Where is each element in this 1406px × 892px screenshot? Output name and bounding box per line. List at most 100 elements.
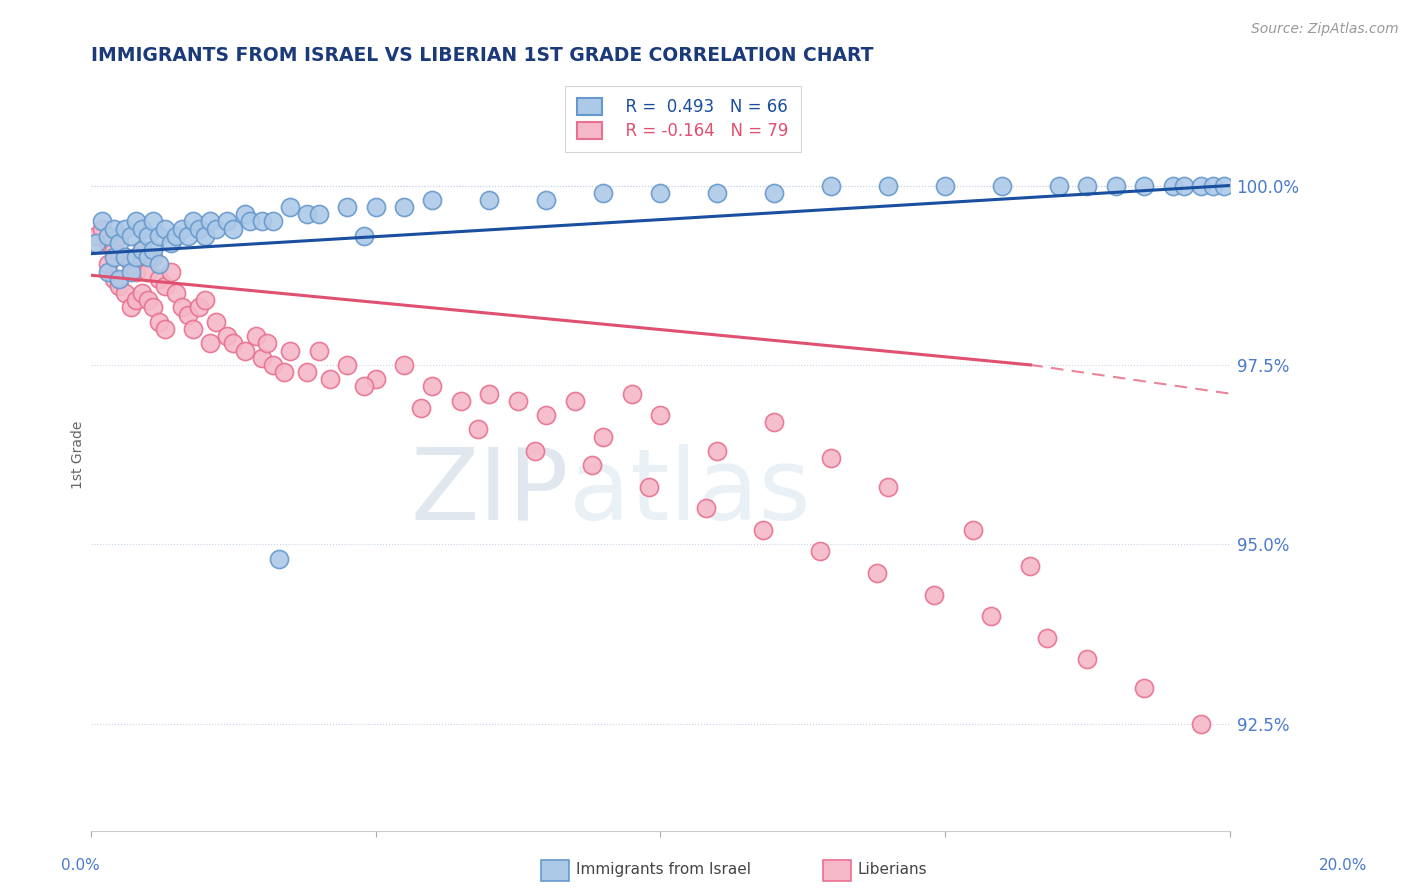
Text: IMMIGRANTS FROM ISRAEL VS LIBERIAN 1ST GRADE CORRELATION CHART: IMMIGRANTS FROM ISRAEL VS LIBERIAN 1ST G…	[91, 46, 873, 65]
Point	[1189, 178, 1212, 193]
Point	[808, 544, 831, 558]
Point	[637, 480, 659, 494]
Point	[392, 358, 415, 372]
Point	[364, 372, 387, 386]
Point	[131, 221, 153, 235]
Point	[217, 214, 239, 228]
Point	[205, 221, 228, 235]
Point	[1161, 178, 1184, 193]
Point	[153, 279, 176, 293]
Point	[336, 358, 359, 372]
Point	[650, 408, 672, 422]
Point	[278, 343, 301, 358]
Point	[262, 214, 284, 228]
Point	[176, 308, 198, 322]
Point	[319, 372, 342, 386]
Point	[695, 501, 717, 516]
Point	[136, 265, 159, 279]
Point	[136, 228, 159, 243]
Point	[1047, 178, 1070, 193]
Point	[233, 207, 256, 221]
Point	[409, 401, 432, 415]
Point	[256, 336, 278, 351]
Point	[392, 200, 415, 214]
Point	[170, 221, 193, 235]
Point	[250, 214, 273, 228]
Point	[278, 200, 301, 214]
Point	[188, 301, 211, 315]
Point	[1133, 681, 1156, 695]
Point	[564, 393, 586, 408]
Point	[422, 193, 444, 207]
Point	[536, 408, 558, 422]
Point	[148, 257, 170, 271]
Point	[142, 214, 165, 228]
Point	[751, 523, 773, 537]
Point	[86, 228, 108, 243]
Point	[142, 243, 165, 257]
Point	[877, 480, 900, 494]
Point	[108, 235, 131, 250]
Point	[592, 430, 614, 444]
Point	[877, 178, 900, 193]
Text: 0.0%: 0.0%	[60, 858, 100, 872]
Point	[934, 178, 956, 193]
Point	[103, 272, 125, 286]
Point	[336, 200, 359, 214]
Point	[295, 365, 318, 379]
Point	[991, 178, 1014, 193]
Point	[450, 393, 472, 408]
Text: ZIP: ZIP	[411, 443, 569, 541]
Point	[353, 228, 375, 243]
Point	[222, 221, 245, 235]
Point	[125, 214, 148, 228]
Point	[176, 228, 198, 243]
Legend:   R =  0.493   N = 66,   R = -0.164   N = 79: R = 0.493 N = 66, R = -0.164 N = 79	[565, 87, 800, 152]
Point	[159, 235, 181, 250]
Point	[114, 286, 136, 301]
Point	[706, 186, 728, 200]
Point	[108, 279, 131, 293]
Point	[250, 351, 273, 365]
Point	[267, 551, 290, 566]
Point	[536, 193, 558, 207]
Point	[364, 200, 387, 214]
Point	[97, 235, 120, 250]
Point	[165, 228, 187, 243]
Point	[962, 523, 984, 537]
Text: atlas: atlas	[569, 443, 811, 541]
Point	[148, 228, 170, 243]
Point	[979, 609, 1001, 624]
Point	[581, 458, 603, 473]
Point	[131, 243, 153, 257]
Point	[820, 178, 842, 193]
Point	[523, 444, 546, 458]
Point	[295, 207, 318, 221]
Point	[194, 293, 217, 308]
Point	[478, 193, 501, 207]
Point	[114, 221, 136, 235]
Point	[1019, 558, 1042, 573]
Point	[120, 265, 142, 279]
Point	[205, 315, 228, 329]
Point	[1133, 178, 1156, 193]
Point	[200, 336, 222, 351]
Point	[820, 451, 842, 466]
Point	[142, 250, 165, 264]
Point	[1105, 178, 1128, 193]
Point	[194, 228, 217, 243]
Point	[114, 250, 136, 264]
Point	[467, 422, 489, 436]
Point	[200, 214, 222, 228]
Point	[125, 293, 148, 308]
Point	[506, 393, 529, 408]
Text: Immigrants from Israel: Immigrants from Israel	[576, 863, 751, 877]
Point	[120, 257, 142, 271]
Point	[1213, 178, 1236, 193]
Point	[865, 566, 887, 580]
Text: Source: ZipAtlas.com: Source: ZipAtlas.com	[1251, 22, 1399, 37]
Point	[478, 386, 501, 401]
Point	[142, 301, 165, 315]
Point	[108, 272, 131, 286]
Point	[165, 286, 187, 301]
